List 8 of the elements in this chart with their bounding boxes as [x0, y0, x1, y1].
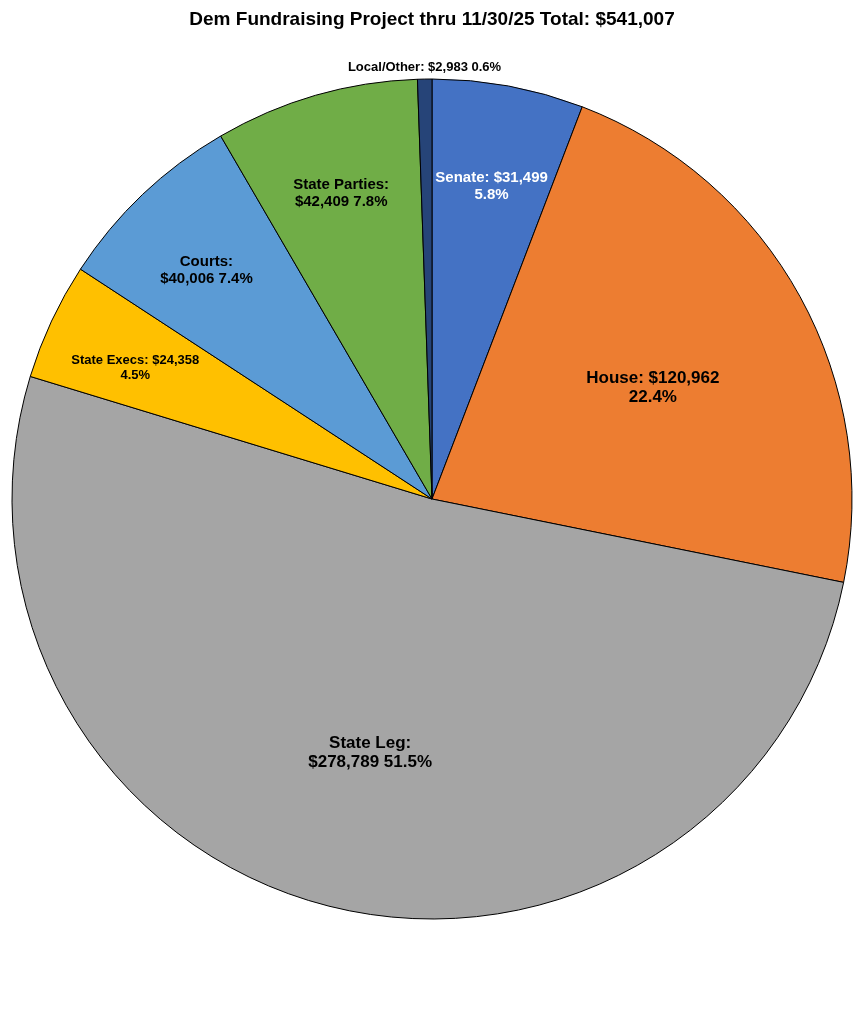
slice-label: Senate: $31,499 5.8% [435, 167, 548, 202]
slice-label: Local/Other: $2,983 0.6% [347, 59, 502, 75]
slice-label: Courts: $40,006 7.4% [160, 252, 253, 287]
slice-label: State Execs: $24,358 4.5% [71, 352, 200, 383]
slice-label: House: $120,962 22.4% [586, 367, 720, 406]
chart-title: Dem Fundraising Project thru 11/30/25 Total: $541,007 [189, 8, 675, 29]
slice-label: State Parties: $42,409 7.8% [293, 175, 390, 210]
slice-label: State Leg: $278,789 51.5% [308, 733, 433, 772]
